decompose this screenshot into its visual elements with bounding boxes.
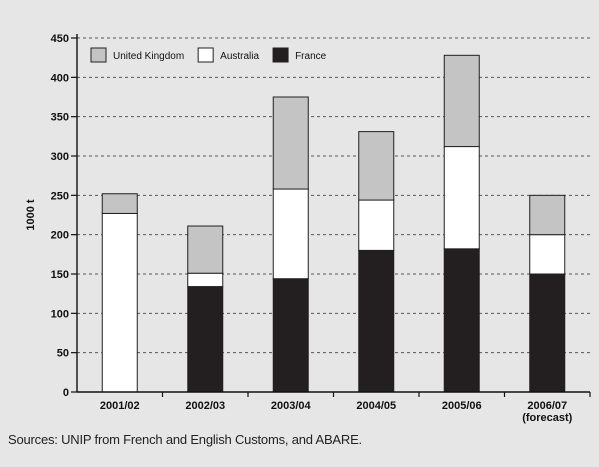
y-tick-label: 350: [51, 112, 69, 124]
y-tick-label: 200: [51, 230, 69, 242]
legend-swatch: [272, 47, 289, 63]
bar-segment: [187, 286, 224, 393]
bar-segment: [443, 146, 480, 250]
bar-segment: [358, 249, 395, 393]
bar-segment: [358, 199, 395, 251]
bar-segment: [358, 131, 395, 201]
bar-segment: [187, 225, 224, 274]
x-tick-label: 2004/05: [356, 400, 396, 412]
x-tick-sublabel: (forecast): [522, 412, 572, 424]
legend-label: France: [295, 51, 327, 62]
y-tick-label: 50: [57, 348, 69, 360]
bar-chart: 0 50 100 150 200 250 300 350 400 450 2001/02 2002/…: [25, 33, 591, 424]
x-tick-label: 2002/03: [185, 400, 225, 412]
bar-segment: [101, 212, 138, 393]
y-axis-label: 1000 t: [25, 199, 37, 231]
bar-segment: [272, 278, 309, 393]
bar-segment: [272, 96, 309, 190]
legend-label: Australia: [220, 51, 259, 62]
source-note: Sources: UNIP from French and English Cu…: [8, 432, 362, 447]
bar-segment: [443, 248, 480, 393]
y-tick-label: 150: [51, 269, 69, 281]
y-tick-label: 0: [63, 387, 69, 399]
y-tick-label: 400: [51, 72, 69, 84]
x-tick-label: 2006/07: [527, 400, 567, 412]
legend-swatch: [90, 47, 107, 63]
bar-segment: [443, 54, 480, 148]
bar-segment: [529, 273, 566, 393]
bar-segment: [529, 194, 566, 236]
legend-swatch: [197, 47, 214, 63]
bar-segment: [187, 272, 224, 288]
y-tick-label: 450: [51, 33, 69, 45]
legend-label: United Kingdom: [113, 51, 184, 62]
y-tick-label: 300: [51, 151, 69, 163]
bar-segment: [529, 234, 566, 275]
bar-segment: [272, 188, 309, 280]
x-tick-label: 2003/04: [271, 400, 312, 412]
x-tick-label: 2005/06: [442, 400, 482, 412]
bar-segment: [101, 193, 138, 214]
y-tick-label: 250: [51, 190, 69, 202]
plot-area: [77, 38, 590, 392]
x-tick-label: 2001/02: [100, 400, 140, 412]
y-tick-label: 100: [51, 308, 69, 320]
